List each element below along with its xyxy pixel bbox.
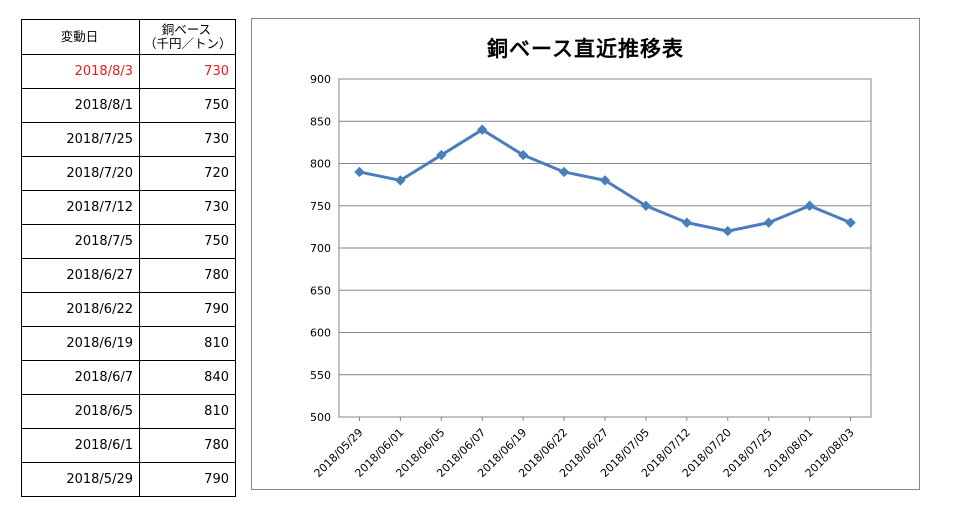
table-row: 2018/6/5 810	[21, 394, 236, 429]
y-tick-label: 800	[310, 158, 331, 171]
row-price: 840	[139, 360, 236, 395]
data-point	[558, 166, 570, 178]
row-date: 2018/6/22	[21, 292, 140, 327]
data-point	[681, 217, 693, 228]
row-price: 810	[139, 394, 236, 429]
y-tick-label: 700	[310, 242, 331, 255]
row-price: 780	[139, 258, 236, 293]
y-tick-label: 600	[310, 327, 331, 340]
row-date: 2018/6/19	[21, 326, 140, 361]
y-tick-label: 900	[310, 73, 331, 86]
row-price: 790	[139, 462, 236, 497]
row-price: 720	[139, 156, 236, 191]
chart-title: 銅ベース直近推移表	[487, 37, 684, 61]
row-price: 730	[139, 122, 236, 157]
data-point	[845, 217, 856, 228]
data-point	[354, 166, 365, 178]
row-price: 750	[139, 88, 236, 123]
row-price: 790	[139, 292, 236, 327]
row-price: 780	[139, 428, 236, 463]
data-point	[722, 225, 733, 237]
row-price: 810	[139, 326, 236, 361]
row-date: 2018/7/5	[21, 224, 140, 259]
table-row: 2018/6/1 780	[21, 428, 236, 463]
row-price: 730	[139, 54, 236, 89]
table-row: 2018/6/7 840	[21, 360, 236, 395]
data-point	[640, 200, 652, 211]
table-row: 2018/7/20 720	[21, 156, 236, 191]
data-point	[436, 149, 447, 161]
y-tick-label: 850	[310, 115, 331, 128]
row-date: 2018/6/5	[21, 394, 140, 429]
row-price: 750	[139, 224, 236, 259]
row-date: 2018/7/25	[21, 122, 140, 157]
price-table: 変動日 銅ベース （千円／トン） 2018/8/3 730 2018/8/1 750 2…	[21, 19, 236, 497]
y-tick-label: 500	[310, 411, 331, 424]
row-date: 2018/6/1	[21, 428, 140, 463]
row-date: 2018/8/1	[21, 88, 140, 123]
y-tick-label: 750	[310, 200, 331, 213]
data-point	[599, 175, 611, 186]
y-tick-label: 550	[310, 369, 331, 382]
data-point	[517, 149, 529, 161]
chart-panel: 銅ベース直近推移表 500 550 600 650 700 750 800 850 900 201…	[251, 18, 920, 490]
table-row: 2018/5/29 790	[21, 462, 236, 497]
table-row: 2018/7/12 730	[21, 190, 236, 225]
row-date: 2018/8/3	[21, 54, 140, 89]
table-row: 2018/8/3 730	[21, 54, 236, 89]
data-point	[477, 124, 488, 135]
table-row: 2018/8/1 750	[21, 88, 236, 123]
row-date: 2018/6/27	[21, 258, 140, 293]
header-price-line1: 銅ベース	[161, 22, 212, 37]
table-row: 2018/6/22 790	[21, 292, 236, 327]
header-price-line2: （千円／トン）	[144, 36, 232, 51]
table-header-row: 変動日 銅ベース （千円／トン）	[21, 19, 236, 55]
table-row: 2018/7/25 730	[21, 122, 236, 157]
row-date: 2018/5/29	[21, 462, 140, 497]
row-date: 2018/7/20	[21, 156, 140, 191]
table-row: 2018/6/27 780	[21, 258, 236, 293]
header-date: 変動日	[21, 19, 140, 55]
data-point	[763, 217, 774, 228]
row-price: 730	[139, 190, 236, 225]
row-date: 2018/7/12	[21, 190, 140, 225]
table-row: 2018/7/5 750	[21, 224, 236, 259]
table-row: 2018/6/19 810	[21, 326, 236, 361]
data-point	[804, 200, 815, 211]
y-tick-label: 650	[310, 284, 331, 297]
data-point	[395, 175, 406, 186]
header-price: 銅ベース （千円／トン）	[139, 19, 236, 55]
row-date: 2018/6/7	[21, 360, 140, 395]
line-chart: 5005506006507007508008509002018/05/29201…	[310, 73, 872, 480]
